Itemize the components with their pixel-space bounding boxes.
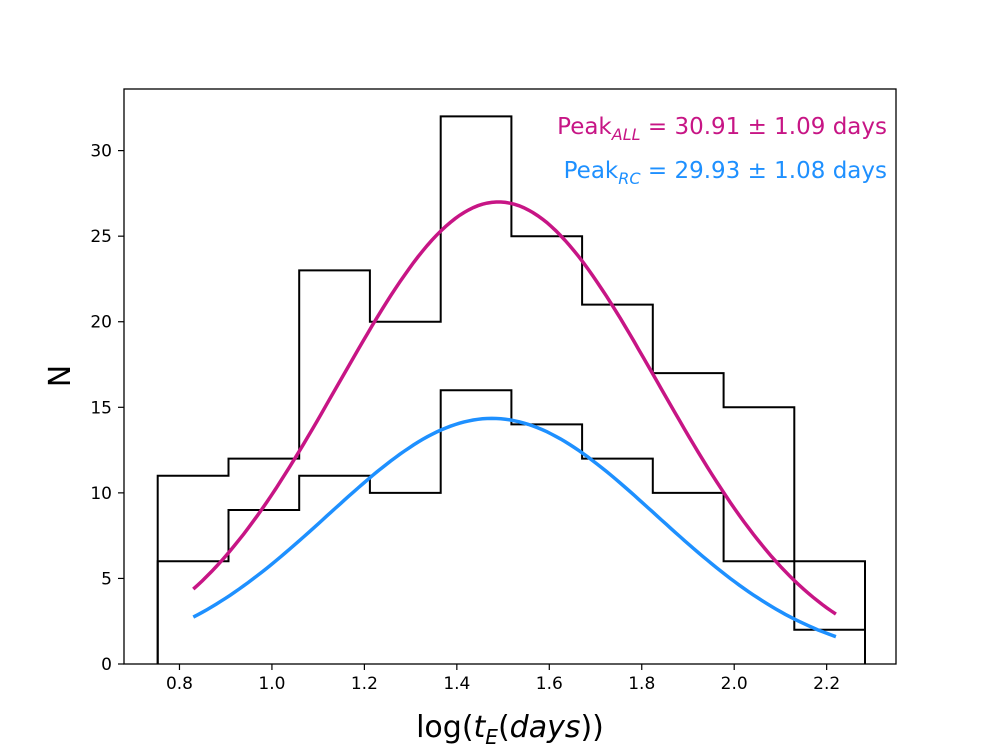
y-tick-label: 25	[90, 227, 112, 247]
x-tick-label: 2.2	[813, 674, 840, 694]
annotation-peak-rc-sub: RC	[618, 169, 641, 188]
plot-frame	[123, 88, 897, 665]
annotation-peak-all-value: = 30.91 ± 1.09 days	[641, 114, 887, 140]
x-tick-label: 2.0	[721, 674, 748, 694]
x-tick-label: 1.8	[628, 674, 655, 694]
annotation-peak-all: PeakALL = 30.91 ± 1.09 days	[557, 114, 887, 144]
histogram-all	[156, 115, 866, 664]
histogram-rc	[156, 389, 866, 664]
y-tick-label: 15	[90, 398, 112, 418]
x-axis-label-sub: E	[485, 725, 498, 747]
x-axis-label: log(tE(days))	[416, 710, 604, 747]
x-tick-label: 1.6	[536, 674, 563, 694]
y-axis-label: N	[43, 365, 78, 387]
y-axis-ticks: 0 5 10 15 20 25 30	[90, 142, 124, 675]
y-tick-label: 10	[90, 484, 112, 504]
y-tick-label: 0	[101, 655, 112, 675]
y-tick-label: 20	[90, 313, 112, 333]
x-axis-label-var: t	[474, 710, 487, 745]
x-tick-label: 1.4	[443, 674, 470, 694]
annotation-peak-rc-prefix: Peak	[564, 158, 619, 184]
annotation-peak-all-sub: ALL	[611, 125, 641, 144]
x-tick-label: 1.2	[351, 674, 378, 694]
x-axis-label-func: log(	[416, 710, 473, 745]
x-tick-label: 1.0	[258, 674, 285, 694]
x-axis-label-close: ))	[580, 710, 603, 745]
y-tick-label: 30	[90, 142, 112, 162]
histogram-layer	[156, 115, 866, 664]
fit-curve-layer	[192, 200, 837, 639]
annotation-peak-rc: PeakRC = 29.93 ± 1.08 days	[564, 158, 887, 188]
x-tick-label: 0.8	[166, 674, 193, 694]
fit-curve-rc	[192, 416, 837, 639]
x-axis-label-paren: (	[498, 710, 510, 745]
annotation-peak-rc-value: = 29.93 ± 1.08 days	[641, 158, 887, 184]
annotation-peak-all-prefix: Peak	[557, 114, 612, 140]
x-axis-label-days: days	[510, 710, 581, 745]
plot-background	[124, 89, 896, 664]
x-axis-ticks: 0.8 1.0 1.2 1.4 1.6 1.8 2.0 2.2	[166, 664, 840, 694]
fit-curve-all	[192, 200, 837, 616]
y-tick-label: 5	[101, 569, 112, 589]
